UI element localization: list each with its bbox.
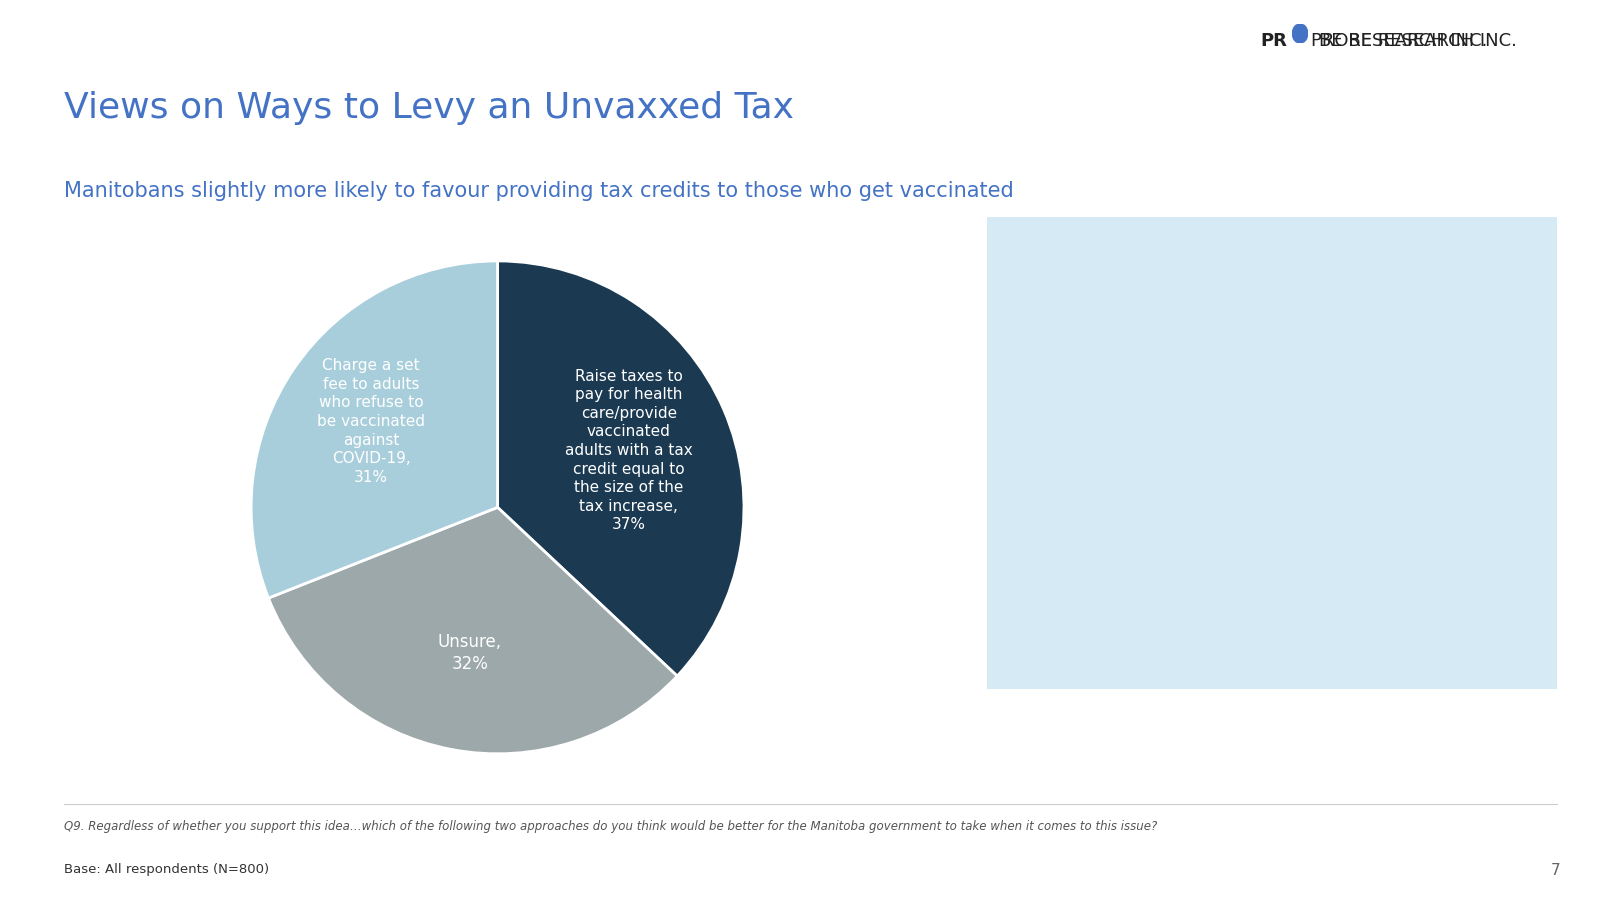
Wedge shape <box>250 261 498 598</box>
Text: include:: include: <box>1021 372 1080 387</box>
Text: support raising: support raising <box>1021 281 1148 296</box>
Text: Base: All respondents (N=800): Base: All respondents (N=800) <box>64 863 270 875</box>
Text: Those most likely to: Those most likely to <box>1021 250 1173 265</box>
Circle shape <box>1292 24 1308 43</box>
Text: BE RESEARCH INC.: BE RESEARCH INC. <box>1319 32 1488 50</box>
Text: PROBE RESEARCH INC.: PROBE RESEARCH INC. <box>1311 32 1517 50</box>
Text: Raise taxes to
pay for health
care/provide
vaccinated
adults with a tax
credit e: Raise taxes to pay for health care/provi… <box>565 369 693 533</box>
Text: taxes and providing a corresponding: taxes and providing a corresponding <box>1021 312 1326 326</box>
Text: Views on Ways to Levy an Unvaxxed Tax: Views on Ways to Levy an Unvaxxed Tax <box>64 91 794 125</box>
Text: 7: 7 <box>1550 863 1560 878</box>
Wedge shape <box>268 507 677 754</box>
Text: Manitobans slightly more likely to favour providing tax credits to those who get: Manitobans slightly more likely to favou… <box>64 181 1014 201</box>
Text: Provincial NDP supporters (48% vs.
28% among PC supporters): Provincial NDP supporters (48% vs. 28% a… <box>1056 479 1300 512</box>
Text: PR: PR <box>1260 32 1287 50</box>
Text: University graduates (46% vs. 24%
among those with high school or less): University graduates (46% vs. 24% among … <box>1056 375 1319 409</box>
FancyBboxPatch shape <box>1016 488 1030 505</box>
Wedge shape <box>498 261 745 676</box>
Text: Q9. Regardless of whether you support this idea…which of the following two appro: Q9. Regardless of whether you support th… <box>64 820 1157 833</box>
FancyBboxPatch shape <box>1016 606 1030 622</box>
Text: tax credit to those who get vaccinated: tax credit to those who get vaccinated <box>1021 342 1342 357</box>
Text: Unsure,
32%: Unsure, 32% <box>438 632 502 672</box>
FancyBboxPatch shape <box>1016 384 1030 401</box>
Text: Charge a set
fee to adults
who refuse to
be vaccinated
against
COVID-19,
31%: Charge a set fee to adults who refuse to… <box>318 358 425 485</box>
Text: Those who have received three doses
of the vaccine (43% vs. 21% among
those who : Those who have received three doses of t… <box>1056 597 1318 649</box>
